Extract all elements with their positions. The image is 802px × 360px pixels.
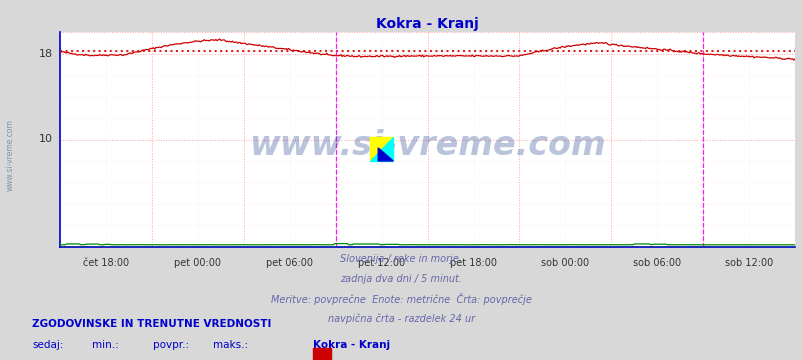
Polygon shape — [370, 138, 393, 161]
Text: sob 12:00: sob 12:00 — [724, 258, 772, 268]
Text: maks.:: maks.: — [213, 340, 248, 350]
Text: Meritve: povprečne  Enote: metrične  Črta: povprečje: Meritve: povprečne Enote: metrične Črta:… — [271, 293, 531, 305]
Text: min.:: min.: — [92, 340, 119, 350]
Text: pet 18:00: pet 18:00 — [449, 258, 496, 268]
Text: pet 00:00: pet 00:00 — [174, 258, 221, 268]
Text: 10: 10 — [39, 135, 53, 144]
Text: Kokra - Kranj: Kokra - Kranj — [313, 340, 390, 350]
Text: zadnja dva dni / 5 minut.: zadnja dva dni / 5 minut. — [340, 274, 462, 284]
Text: sob 06:00: sob 06:00 — [632, 258, 680, 268]
Polygon shape — [378, 148, 393, 161]
Text: povpr.:: povpr.: — [152, 340, 188, 350]
Text: sedaj:: sedaj: — [32, 340, 63, 350]
Text: www.si-vreme.com: www.si-vreme.com — [249, 130, 606, 162]
Text: www.si-vreme.com: www.si-vreme.com — [6, 119, 15, 191]
Text: 18: 18 — [39, 49, 53, 59]
Text: pet 12:00: pet 12:00 — [358, 258, 405, 268]
Text: ZGODOVINSKE IN TRENUTNE VREDNOSTI: ZGODOVINSKE IN TRENUTNE VREDNOSTI — [32, 319, 271, 329]
Title: Kokra - Kranj: Kokra - Kranj — [376, 17, 478, 31]
Text: pet 06:00: pet 06:00 — [266, 258, 313, 268]
Text: sob 00:00: sob 00:00 — [541, 258, 589, 268]
Text: navpična črta - razdelek 24 ur: navpična črta - razdelek 24 ur — [327, 313, 475, 324]
Polygon shape — [370, 138, 393, 161]
Text: čet 18:00: čet 18:00 — [83, 258, 129, 268]
Text: Slovenija / reke in morje.: Slovenija / reke in morje. — [340, 254, 462, 264]
